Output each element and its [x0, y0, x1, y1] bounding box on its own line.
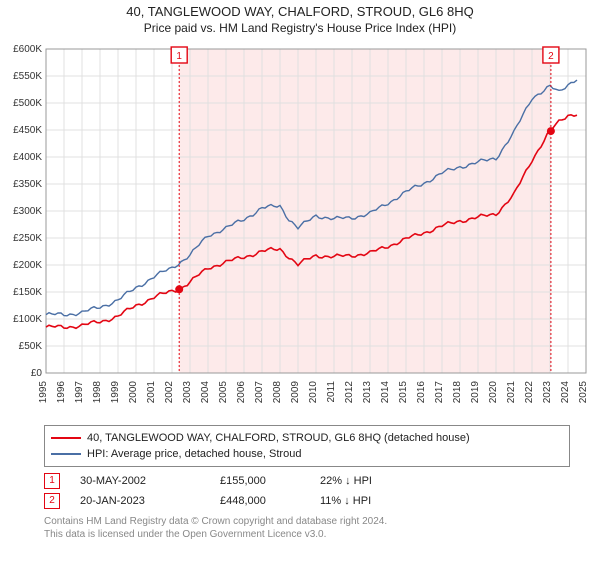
svg-text:2012: 2012	[344, 381, 355, 404]
svg-text:2003: 2003	[182, 381, 193, 404]
svg-text:2001: 2001	[146, 381, 157, 404]
marker-square: 1	[44, 473, 60, 489]
svg-text:1: 1	[176, 51, 182, 62]
chart-area: £0 £50K £100K £150K £200K £250K £300K £350K £400…	[0, 39, 600, 419]
legend-row: 40, TANGLEWOOD WAY, CHALFORD, STROUD, GL…	[51, 430, 563, 446]
svg-text:2: 2	[548, 51, 554, 62]
copyright-notice: Contains HM Land Registry data © Crown c…	[44, 515, 570, 541]
svg-text:2013: 2013	[362, 381, 373, 404]
svg-text:2011: 2011	[326, 381, 337, 403]
svg-text:2002: 2002	[164, 381, 175, 404]
svg-text:£400K: £400K	[13, 152, 42, 163]
svg-text:2014: 2014	[380, 381, 391, 404]
svg-text:£450K: £450K	[13, 125, 42, 136]
marker-square: 2	[44, 493, 60, 509]
svg-text:£350K: £350K	[13, 179, 42, 190]
copyright-line-1: Contains HM Land Registry data © Crown c…	[44, 515, 570, 528]
svg-text:£100K: £100K	[13, 314, 42, 325]
svg-text:2024: 2024	[560, 381, 571, 404]
svg-text:2020: 2020	[488, 381, 499, 404]
copyright-line-2: This data is licensed under the Open Gov…	[44, 528, 570, 541]
data-point-pct: 22% ↓ HPI	[320, 471, 400, 491]
svg-text:1995: 1995	[38, 381, 49, 404]
svg-text:2009: 2009	[290, 381, 301, 404]
svg-text:£0: £0	[31, 368, 43, 379]
legend: 40, TANGLEWOOD WAY, CHALFORD, STROUD, GL…	[44, 425, 570, 467]
data-point-date: 20-JAN-2023	[80, 491, 200, 511]
legend-label: 40, TANGLEWOOD WAY, CHALFORD, STROUD, GL…	[87, 430, 470, 446]
chart-svg: £0 £50K £100K £150K £200K £250K £300K £350K £400…	[0, 39, 600, 419]
data-point-pct: 11% ↓ HPI	[320, 491, 400, 511]
svg-text:£550K: £550K	[13, 71, 42, 82]
svg-text:£600K: £600K	[13, 44, 42, 55]
svg-text:2006: 2006	[236, 381, 247, 404]
svg-text:1997: 1997	[74, 381, 85, 404]
svg-text:£500K: £500K	[13, 98, 42, 109]
svg-text:2025: 2025	[578, 381, 589, 404]
data-point-price: £155,000	[220, 471, 300, 491]
legend-swatch	[51, 453, 81, 455]
data-point-date: 30-MAY-2002	[80, 471, 200, 491]
svg-text:2004: 2004	[200, 381, 211, 404]
svg-text:£50K: £50K	[19, 341, 43, 352]
svg-text:£300K: £300K	[13, 206, 42, 217]
svg-text:2007: 2007	[254, 381, 265, 404]
svg-text:2015: 2015	[398, 381, 409, 404]
data-point-row: 1 30-MAY-2002 £155,000 22% ↓ HPI	[44, 471, 570, 491]
svg-text:2000: 2000	[128, 381, 139, 404]
svg-text:1996: 1996	[56, 381, 67, 404]
svg-text:2021: 2021	[506, 381, 517, 404]
data-point-row: 2 20-JAN-2023 £448,000 11% ↓ HPI	[44, 491, 570, 511]
legend-swatch	[51, 437, 81, 439]
svg-text:2017: 2017	[434, 381, 445, 404]
data-point-price: £448,000	[220, 491, 300, 511]
svg-text:2019: 2019	[470, 381, 481, 404]
svg-text:2008: 2008	[272, 381, 283, 404]
svg-text:£200K: £200K	[13, 260, 42, 271]
chart-subtitle: Price paid vs. HM Land Registry's House …	[0, 21, 600, 35]
legend-row: HPI: Average price, detached house, Stro…	[51, 446, 563, 462]
data-points-table: 1 30-MAY-2002 £155,000 22% ↓ HPI 2 20-JAN-202…	[44, 471, 570, 511]
legend-label: HPI: Average price, detached house, Stro…	[87, 446, 301, 462]
svg-text:2010: 2010	[308, 381, 319, 404]
svg-text:2018: 2018	[452, 381, 463, 404]
svg-text:1999: 1999	[110, 381, 121, 404]
svg-text:2023: 2023	[542, 381, 553, 404]
svg-text:£250K: £250K	[13, 233, 42, 244]
svg-text:2022: 2022	[524, 381, 535, 404]
svg-text:2005: 2005	[218, 381, 229, 404]
svg-text:1998: 1998	[92, 381, 103, 404]
svg-text:£150K: £150K	[13, 287, 42, 298]
chart-title: 40, TANGLEWOOD WAY, CHALFORD, STROUD, GL…	[0, 4, 600, 19]
svg-text:2016: 2016	[416, 381, 427, 404]
